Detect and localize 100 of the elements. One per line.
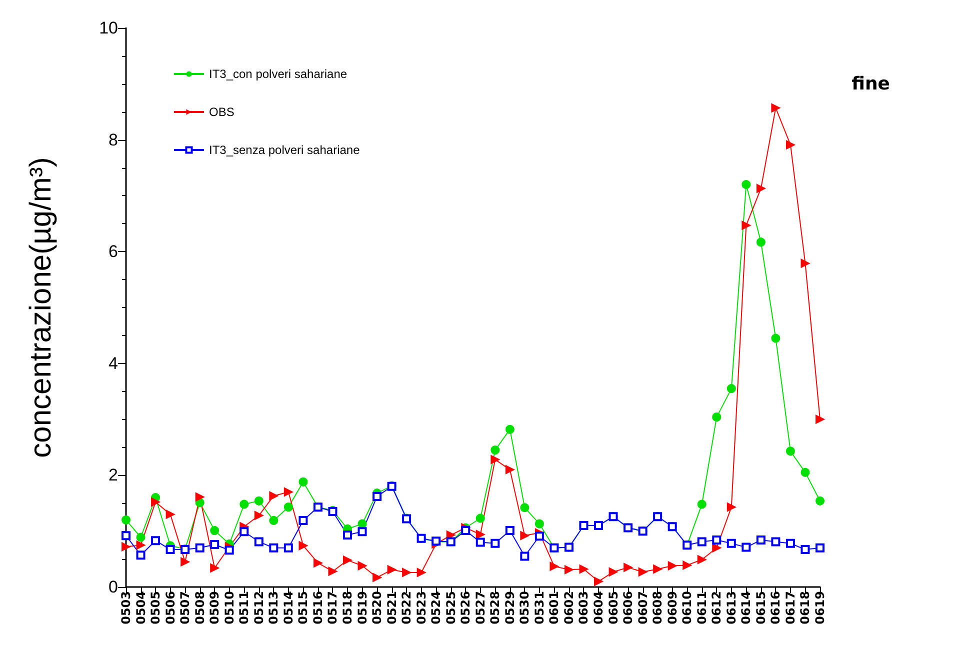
point [624, 562, 633, 572]
point [387, 565, 396, 574]
point [742, 180, 751, 190]
point [151, 498, 160, 507]
point [490, 538, 500, 548]
point [505, 526, 514, 536]
point [298, 541, 308, 550]
y-tick-label: 10 [99, 18, 118, 38]
point [136, 550, 146, 560]
point [195, 492, 204, 502]
point [712, 543, 722, 552]
x-tick-label: 0602 [562, 591, 576, 624]
x-tick-label: 0608 [650, 591, 665, 624]
y-tick-label: 2 [108, 466, 118, 485]
point [505, 465, 514, 474]
x-tick-label: 0525 [444, 591, 458, 624]
x-tick-label: 0619 [813, 591, 827, 624]
point [298, 516, 308, 525]
point [726, 502, 736, 512]
x-tick-label: 0617 [783, 591, 798, 624]
x-tick-label: 0528 [488, 591, 502, 624]
point [210, 563, 220, 572]
x-tick-label: 0508 [192, 591, 207, 624]
x-tick-label: 0523 [414, 591, 428, 624]
point [816, 414, 824, 424]
y-tick-label: 0 [108, 578, 118, 596]
point [816, 496, 824, 506]
point [358, 561, 367, 570]
point [416, 568, 426, 577]
point [682, 560, 692, 570]
point [269, 543, 278, 552]
point [534, 532, 544, 541]
legend-label: IT3_con polveri sahariane [209, 67, 348, 81]
point [520, 503, 530, 512]
point [210, 540, 220, 550]
point [240, 527, 249, 536]
point [490, 455, 500, 464]
x-tick-label: 0520 [370, 591, 384, 624]
point [534, 519, 544, 528]
point [210, 526, 220, 536]
x-tick-label: 0515 [296, 591, 310, 624]
point [771, 334, 780, 343]
point [490, 446, 500, 455]
x-tick-label: 0610 [680, 591, 694, 624]
x-tick-label: 0503 [119, 591, 133, 624]
x-tick-label: 0607 [636, 591, 650, 624]
legend-label: OBS [209, 105, 234, 119]
point [328, 566, 338, 576]
point [712, 412, 722, 422]
point [505, 424, 514, 434]
point [122, 515, 130, 524]
x-tick-label: 0618 [798, 591, 812, 624]
point [224, 546, 234, 555]
y-axis-title: concentrazione(µg/m³) [24, 157, 58, 458]
point [195, 543, 204, 552]
point [180, 557, 190, 566]
x-tick-label: 0524 [429, 591, 444, 624]
point [269, 516, 278, 525]
x-tick-label: 0613 [724, 591, 738, 624]
point [564, 565, 574, 574]
point [771, 537, 780, 546]
x-tick-label: 0611 [694, 591, 709, 624]
point [372, 572, 382, 582]
point [166, 510, 175, 519]
point [756, 238, 766, 247]
x-tick-label: 0513 [266, 591, 281, 624]
x-tick-label: 0526 [458, 591, 473, 624]
point [579, 564, 588, 574]
point [712, 536, 722, 545]
point [151, 536, 160, 546]
point [550, 562, 559, 571]
x-tick-label: 0615 [754, 591, 768, 624]
y-tick-label: 6 [108, 242, 118, 262]
point [342, 556, 352, 565]
point [269, 491, 278, 500]
point [742, 542, 751, 552]
x-tick-label: 0507 [178, 591, 192, 624]
x-tick-label: 0530 [518, 591, 532, 624]
point [520, 531, 530, 540]
point [786, 538, 795, 548]
point [136, 532, 146, 542]
point [638, 567, 648, 576]
point [358, 519, 367, 528]
x-tick-label: 0517 [326, 591, 340, 624]
point [254, 510, 264, 520]
point [372, 492, 382, 501]
x-tick-label: 0606 [621, 591, 636, 624]
point [800, 258, 810, 268]
point [358, 527, 367, 536]
point [697, 537, 706, 546]
x-tick-label: 0514 [281, 591, 296, 624]
point [816, 543, 824, 552]
point [313, 558, 322, 568]
x-tick-label: 0614 [739, 591, 754, 624]
x-tick-label: 0510 [222, 591, 236, 624]
point [166, 545, 175, 554]
y-tick-label: 4 [108, 354, 118, 373]
text: fine [852, 74, 890, 94]
point [756, 536, 766, 545]
x-tick-label: 0521 [384, 591, 399, 624]
